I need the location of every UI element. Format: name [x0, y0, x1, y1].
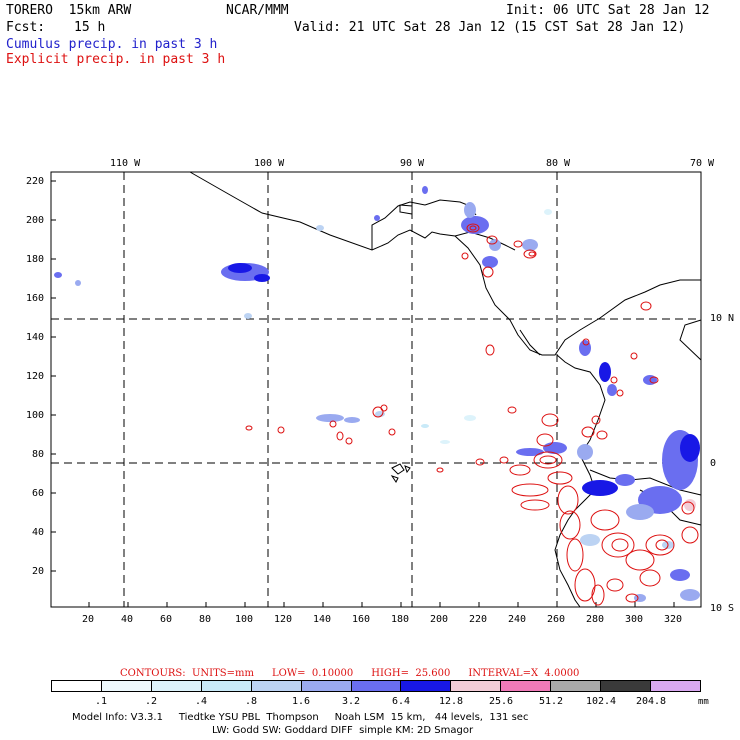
lon-label-100w: 100 W	[254, 158, 285, 169]
model-info-line2: LW: Godd SW: Goddard DIFF simple KM: 2D …	[212, 725, 474, 736]
legend-swatch	[201, 681, 252, 691]
legend-label: 25.6	[488, 696, 514, 707]
y-tick: 100	[26, 410, 45, 421]
forecast-label: Fcst:	[6, 20, 46, 35]
x-tick: 40	[121, 614, 134, 625]
forecast-hour: 15 h	[74, 20, 106, 35]
precip-color-scale	[51, 680, 701, 692]
x-tick: 260	[547, 614, 566, 625]
legend-swatch	[351, 681, 402, 691]
contour-info: CONTOURS: UNITS=mm LOW= 0.10000 HIGH= 25.6…	[120, 668, 597, 679]
x-tick: 160	[352, 614, 371, 625]
legend-label: 12.8	[438, 696, 464, 707]
model-info-line1: Model Info: V3.3.1 Tiedtke YSU PBL Thomp…	[72, 712, 529, 723]
lon-label-80w: 80 W	[546, 158, 571, 169]
x-tick: 20	[82, 614, 95, 625]
legend-label: 204.8	[635, 696, 667, 707]
x-tick: 280	[586, 614, 605, 625]
x-tick: 140	[313, 614, 332, 625]
legend-label: .1	[94, 696, 108, 707]
y-tick: 200	[26, 215, 45, 226]
y-tick: 220	[26, 176, 45, 187]
legend-label: 51.2	[538, 696, 564, 707]
legend-label: .2	[144, 696, 158, 707]
legend-swatch	[151, 681, 202, 691]
org-label: NCAR/MMM	[226, 3, 289, 18]
y-tick: 80	[32, 449, 45, 460]
y-tick: 160	[26, 293, 45, 304]
legend-label: 1.6	[291, 696, 311, 707]
contour-high: HIGH= 25.600	[371, 668, 451, 679]
contour-interval: INTERVAL=X 4.0000	[468, 668, 580, 679]
legend-label: .4	[194, 696, 208, 707]
x-tick: 120	[274, 614, 293, 625]
legend-swatch	[451, 681, 502, 691]
legend-unit: mm	[698, 697, 709, 707]
map-frame	[50, 171, 702, 608]
lon-label-90w: 90 W	[400, 158, 425, 169]
legend-swatch	[52, 681, 102, 691]
lat-label-10s: 10 S	[710, 603, 735, 614]
legend-swatch	[301, 681, 352, 691]
legend-swatch	[551, 681, 602, 691]
y-tick: 20	[32, 566, 45, 577]
x-tick: 300	[625, 614, 644, 625]
legend-label: .8	[244, 696, 258, 707]
cumulus-precip-title: Cumulus precip. in past 3 h	[6, 37, 218, 52]
model-title: TORERO 15km ARW	[6, 3, 132, 18]
y-tick: 140	[26, 332, 45, 343]
x-tick: 240	[508, 614, 527, 625]
legend-label: 6.4	[391, 696, 411, 707]
x-tick: 200	[430, 614, 449, 625]
init-time: Init: 06 UTC Sat 28 Jan 12	[506, 3, 710, 18]
x-tick: 60	[160, 614, 173, 625]
lat-label-0: 0	[710, 458, 717, 469]
legend-swatch	[651, 681, 700, 691]
explicit-precip-contours	[245, 223, 699, 606]
x-tick: 100	[235, 614, 254, 625]
y-tick: 40	[32, 527, 45, 538]
x-tick: 220	[469, 614, 488, 625]
legend-label: 102.4	[585, 696, 617, 707]
explicit-precip-title: Explicit precip. in past 3 h	[6, 52, 226, 67]
legend-label: 3.2	[341, 696, 361, 707]
y-tick: 120	[26, 371, 45, 382]
contour-low: LOW= 0.10000	[272, 668, 354, 679]
y-tick: 180	[26, 254, 45, 265]
lon-label-110w: 110 W	[110, 158, 141, 169]
lon-label-70w: 70 W	[690, 158, 715, 169]
legend-swatch	[601, 681, 652, 691]
legend-swatch	[101, 681, 152, 691]
coastlines	[172, 171, 702, 608]
x-tick: 320	[664, 614, 683, 625]
legend-swatch	[401, 681, 452, 691]
lat-lon-grid	[51, 172, 701, 607]
x-tick: 180	[391, 614, 410, 625]
legend-swatch	[251, 681, 302, 691]
x-tick: 80	[199, 614, 212, 625]
legend-swatch	[501, 681, 552, 691]
contour-units: CONTOURS: UNITS=mm	[120, 668, 254, 679]
y-tick: 60	[32, 488, 45, 499]
valid-time: Valid: 21 UTC Sat 28 Jan 12 (15 CST Sat …	[294, 20, 686, 35]
lat-label-10n: 10 N	[710, 313, 735, 324]
frame-ticks	[51, 180, 675, 607]
